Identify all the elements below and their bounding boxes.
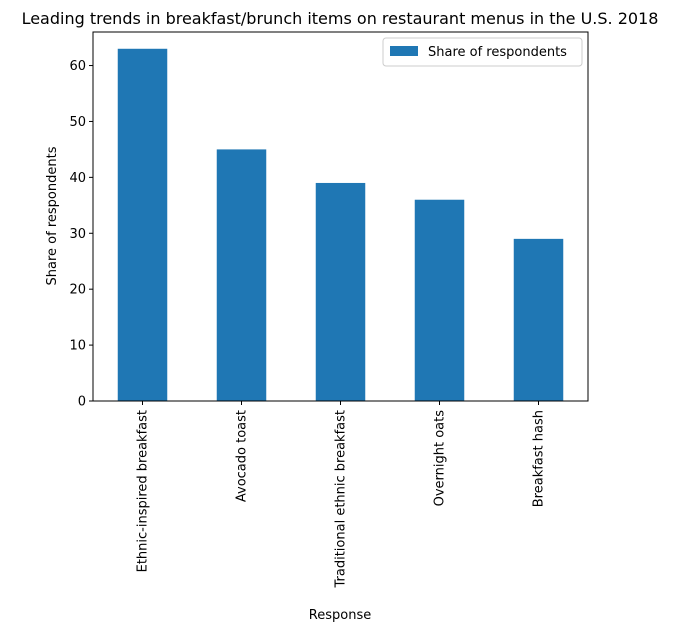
x-tick-label-0: Ethnic-inspired breakfast <box>136 410 151 572</box>
bar-1 <box>216 149 267 401</box>
legend-frame <box>382 37 583 67</box>
y-tick-label-3: 30 <box>69 227 86 242</box>
chart-title: Leading trends in breakfast/brunch items… <box>22 9 659 28</box>
y-tick-label-0: 0 <box>78 395 86 410</box>
bar-0 <box>117 48 168 401</box>
y-tick-label-4: 40 <box>69 171 86 186</box>
plot-frame <box>92 31 589 402</box>
x-axis: Ethnic-inspired breakfast Avocado toast Tr… <box>136 401 547 589</box>
x-axis-label: Response <box>309 608 371 623</box>
bars-group <box>117 48 564 401</box>
y-tick-label-5: 50 <box>69 115 86 130</box>
x-tick-label-2: Traditional ethnic breakfast <box>334 410 349 589</box>
bar-2 <box>315 182 366 401</box>
legend-swatch <box>390 46 418 56</box>
legend: Share of respondents <box>382 37 583 67</box>
y-axis-label: Share of respondents <box>45 146 60 285</box>
x-tick-label-1: Avocado toast <box>235 410 250 502</box>
x-tick-label-4: Breakfast hash <box>532 410 547 507</box>
y-tick-label-1: 10 <box>69 339 86 354</box>
y-axis: 0 10 20 30 40 50 60 <box>69 59 93 410</box>
bar-3 <box>414 199 465 401</box>
legend-label: Share of respondents <box>428 45 567 60</box>
y-tick-label-2: 20 <box>69 283 86 298</box>
y-tick-label-6: 60 <box>69 59 86 74</box>
x-tick-label-3: Overnight oats <box>433 410 448 507</box>
bar-4 <box>513 238 564 401</box>
